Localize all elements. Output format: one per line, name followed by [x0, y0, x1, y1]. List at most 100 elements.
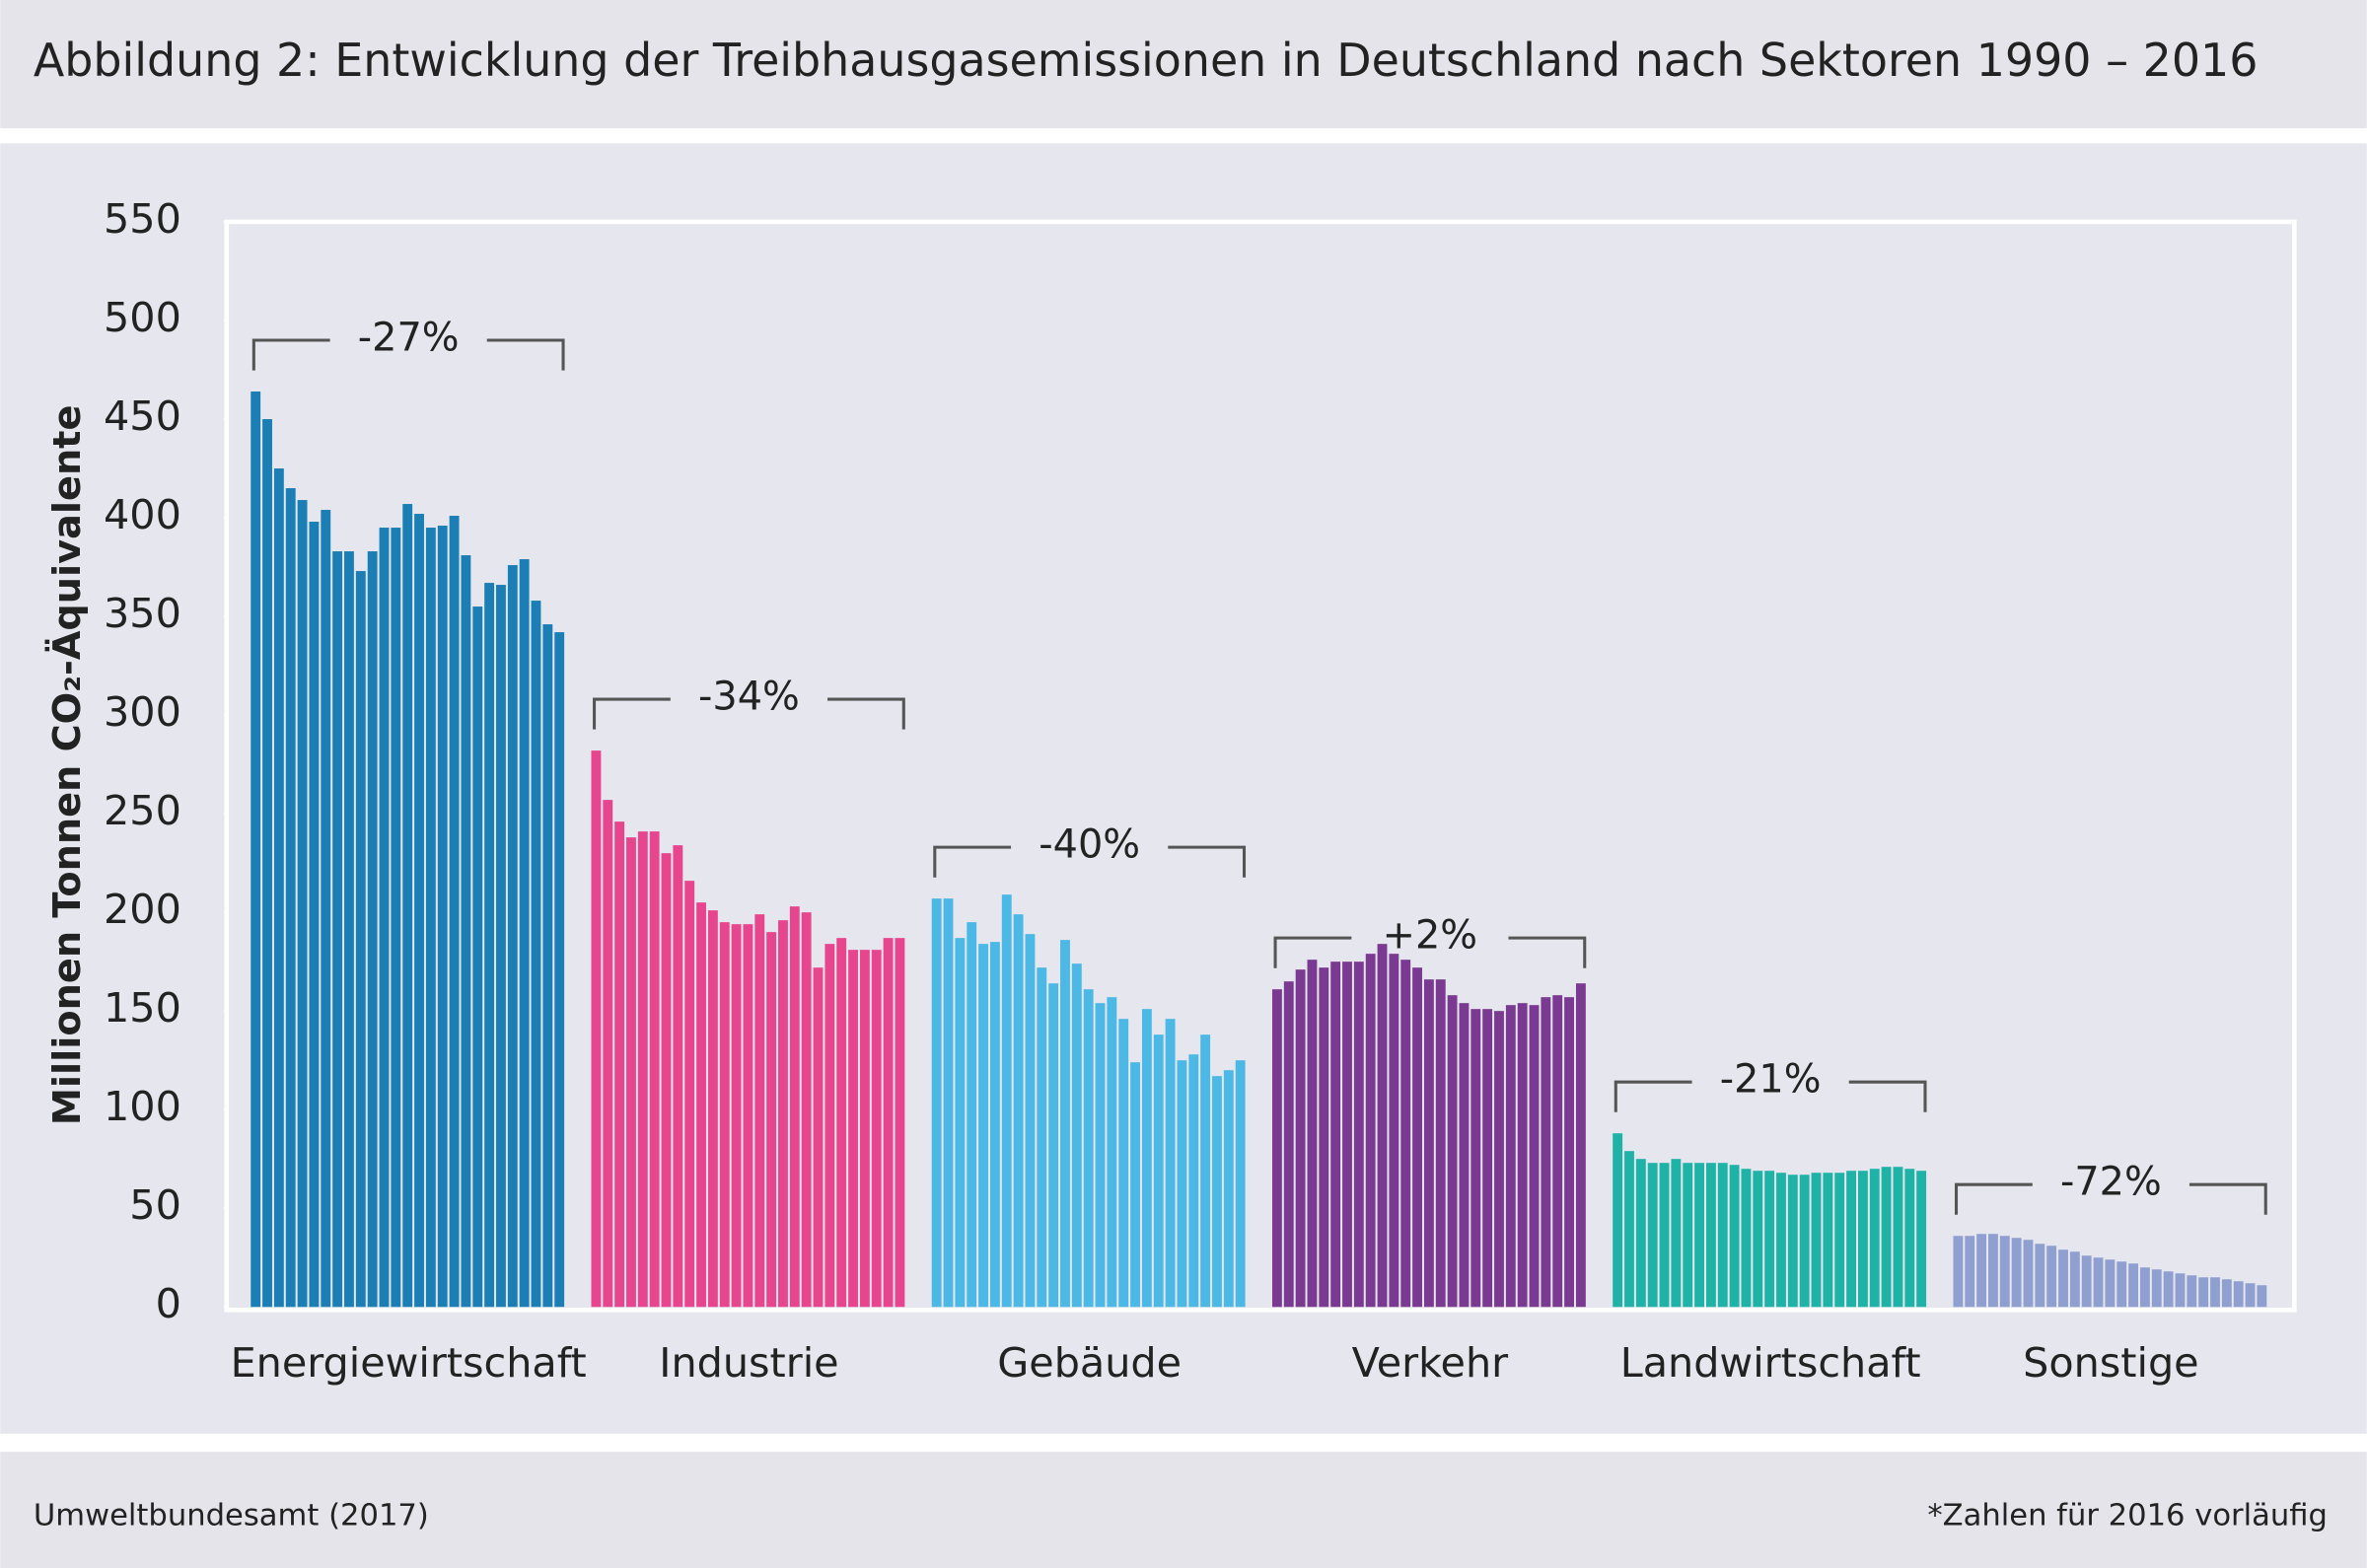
bar: [2198, 1277, 2209, 1308]
change-label: -27%: [358, 315, 460, 360]
bar: [1624, 1151, 1634, 1308]
bar: [2245, 1283, 2256, 1308]
bar: [1869, 1169, 1880, 1308]
bar: [789, 906, 800, 1308]
bar: [2081, 1255, 2092, 1308]
bar: [731, 924, 742, 1308]
bar: [425, 528, 436, 1308]
y-tick-label: 0: [156, 1280, 181, 1327]
bar: [519, 559, 530, 1308]
y-tick-label: 450: [104, 392, 181, 440]
bracket: [251, 338, 565, 371]
bar: [1505, 1005, 1516, 1308]
bar: [719, 922, 730, 1308]
bar: [1776, 1173, 1786, 1308]
bar: [1377, 944, 1388, 1308]
bar: [1107, 997, 1117, 1308]
bar: [2187, 1275, 2197, 1308]
bar: [603, 800, 613, 1308]
bar: [2093, 1257, 2104, 1308]
bar: [1683, 1163, 1693, 1308]
bar: [1965, 1236, 1975, 1308]
bar: [1295, 969, 1306, 1308]
bar: [2175, 1273, 2186, 1308]
bar: [2023, 1240, 2034, 1308]
bar: [262, 419, 272, 1308]
bar: [1223, 1070, 1234, 1308]
bar: [449, 516, 460, 1308]
bar: [649, 831, 660, 1308]
bracket: [933, 845, 1247, 878]
bar: [1470, 1009, 1481, 1308]
change-label: -40%: [1039, 822, 1140, 868]
bar: [967, 922, 977, 1308]
x-tick-label: Landwirtschaft: [1620, 1339, 1921, 1387]
y-axis-label: Millionen Tonnen CO₂-Äquivalente: [43, 405, 90, 1126]
bar: [801, 912, 812, 1308]
change-label: -72%: [2060, 1160, 2162, 1205]
bar: [813, 967, 824, 1308]
bracket: [593, 697, 905, 730]
bar: [743, 924, 753, 1308]
y-tick-label: 400: [104, 491, 181, 538]
bar: [778, 920, 788, 1308]
bar: [1118, 1019, 1129, 1308]
bar: [1037, 967, 1047, 1308]
bar: [1529, 1005, 1540, 1308]
bar: [379, 528, 390, 1308]
bar: [1552, 995, 1563, 1308]
bar: [2221, 1279, 2232, 1308]
bar: [1013, 914, 1024, 1308]
bar: [461, 555, 471, 1308]
bar: [2046, 1246, 2057, 1308]
bar: [1307, 960, 1318, 1308]
bar: [285, 488, 296, 1308]
bar: [1575, 983, 1586, 1308]
bar: [1130, 1062, 1140, 1308]
y-tick-label: 250: [104, 787, 181, 834]
bar: [1999, 1236, 2010, 1308]
bar: [825, 944, 835, 1308]
x-tick-label: Sonstige: [2023, 1339, 2198, 1387]
bar: [1447, 995, 1458, 1308]
bar: [684, 881, 695, 1308]
change-label: -21%: [1720, 1057, 1822, 1103]
bar: [2011, 1238, 2022, 1308]
bar: [2058, 1249, 2068, 1308]
bar: [2128, 1263, 2139, 1308]
bar: [1071, 963, 1082, 1308]
bar: [1459, 1003, 1470, 1308]
plot-frame: [224, 219, 2297, 1313]
bar: [1389, 954, 1399, 1308]
y-tick-label: 500: [104, 294, 181, 341]
bar: [1717, 1163, 1728, 1308]
bar: [2116, 1261, 2127, 1308]
bar: [637, 831, 648, 1308]
bar: [402, 504, 413, 1308]
bar: [2069, 1251, 2080, 1308]
bar: [1753, 1171, 1763, 1308]
change-label: -34%: [698, 675, 800, 720]
bar: [1319, 967, 1329, 1308]
bracket: [1614, 1080, 1927, 1112]
x-tick-label: Energiewirtschaft: [231, 1339, 587, 1387]
bar: [1741, 1169, 1752, 1308]
bar: [437, 526, 448, 1308]
bar: [1904, 1169, 1915, 1308]
bar: [367, 551, 378, 1308]
bar: [1823, 1173, 1833, 1308]
bar: [1893, 1167, 1903, 1308]
bar: [1729, 1165, 1740, 1308]
bar: [391, 528, 401, 1308]
bar: [332, 551, 343, 1308]
y-tick-label: 200: [104, 886, 181, 933]
bar: [614, 821, 625, 1308]
bar: [895, 938, 905, 1308]
bar: [2139, 1267, 2150, 1308]
bar: [1153, 1034, 1164, 1308]
bar: [1647, 1163, 1658, 1308]
bar: [1025, 934, 1036, 1308]
bar: [836, 938, 847, 1308]
bar: [1787, 1175, 1798, 1308]
